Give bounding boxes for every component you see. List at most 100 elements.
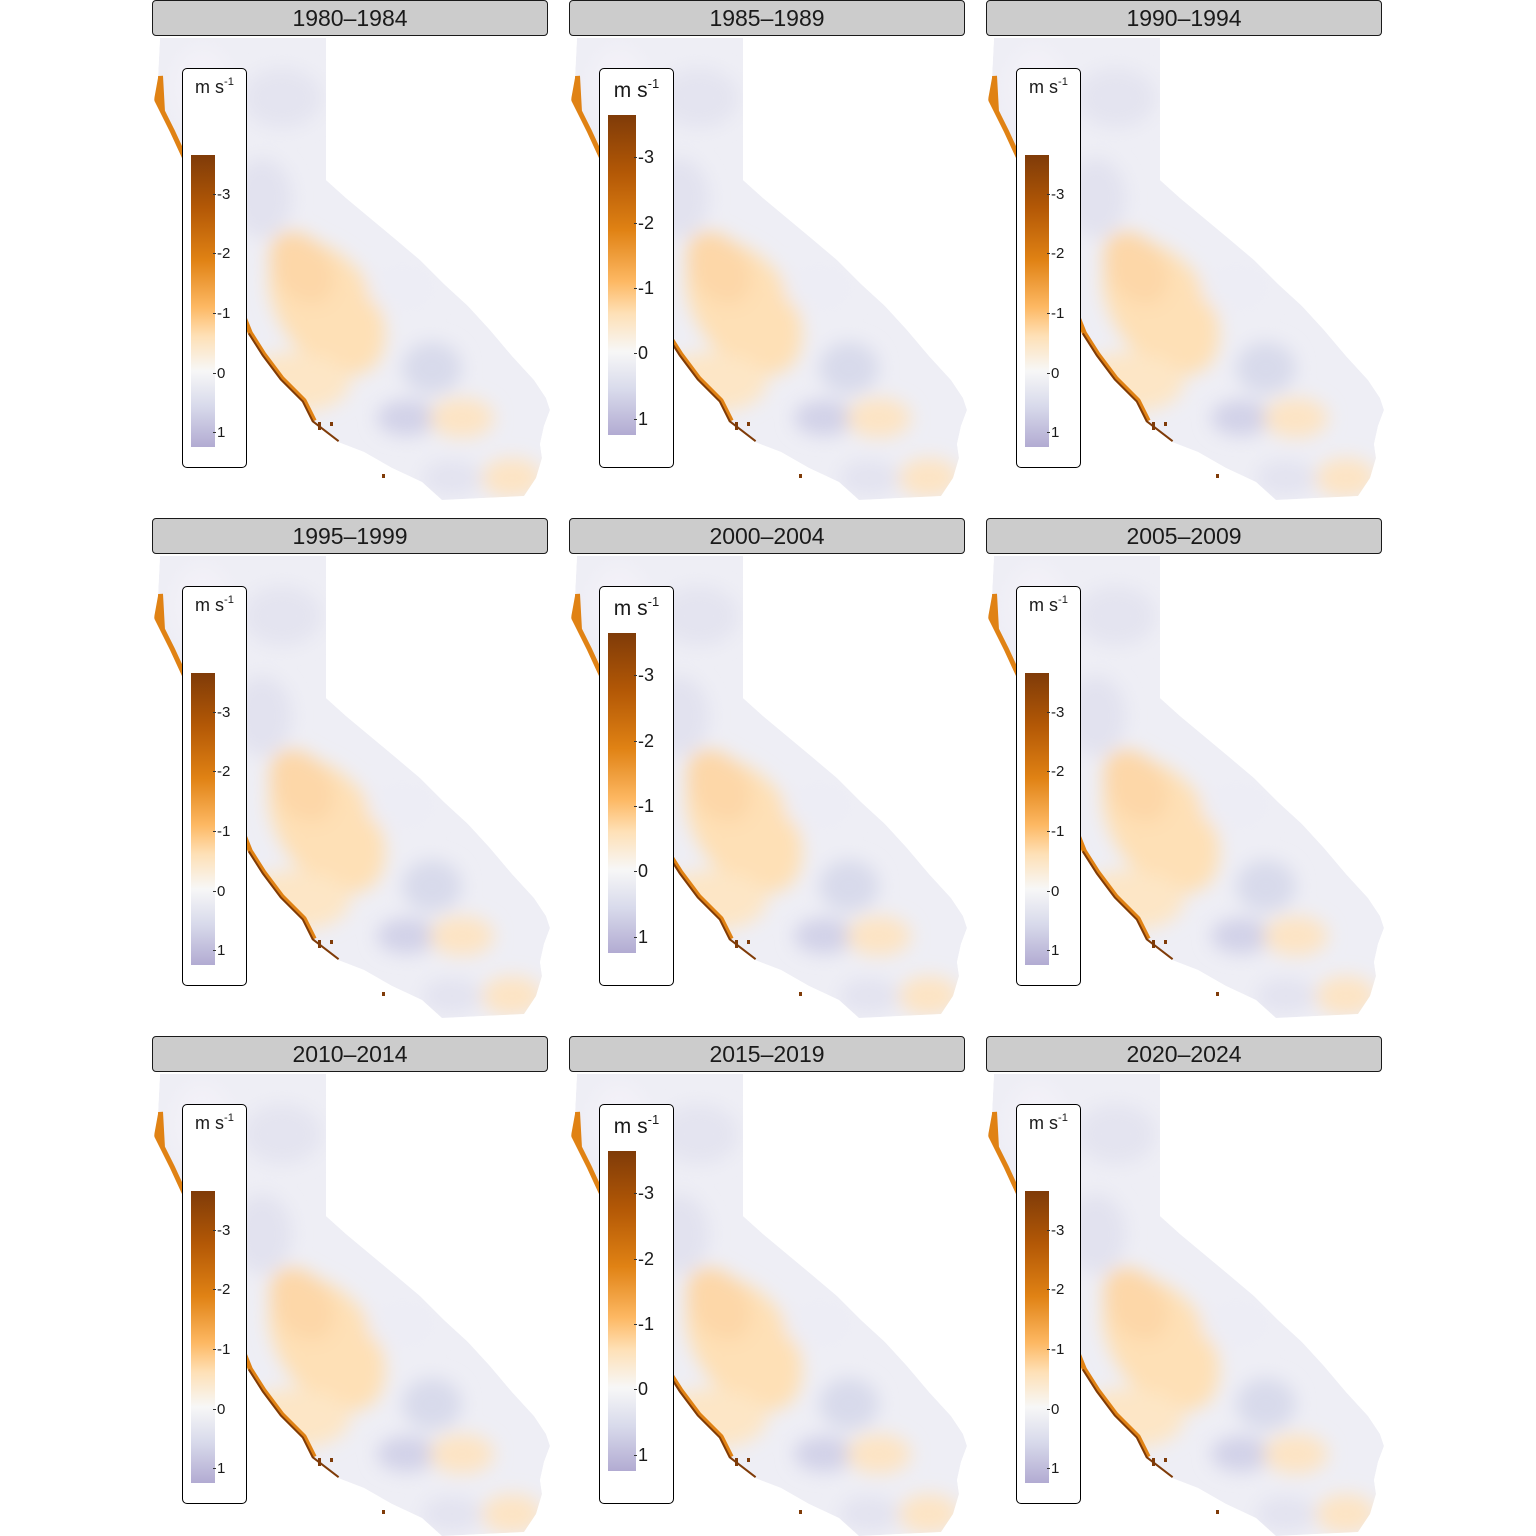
colorbar-tick xyxy=(634,740,637,742)
colorbar-legend: m s-1 -3 -2 -1 0 1 xyxy=(182,1104,247,1504)
panel-title: 1985–1989 xyxy=(569,0,965,36)
colorbar-tick xyxy=(213,1408,216,1410)
colorbar-tick-label: -3 xyxy=(1051,185,1065,203)
colorbar-tick-label: -2 xyxy=(217,763,231,781)
colorbar-tick-label: -2 xyxy=(217,245,231,263)
colorbar-tick-label: -1 xyxy=(1051,822,1065,840)
colorbar-tick-label: 1 xyxy=(638,408,649,429)
colorbar-tick-label: 1 xyxy=(638,1444,649,1465)
colorbar-tick-label: 0 xyxy=(217,364,226,382)
colorbar-tick-label: -3 xyxy=(638,665,655,686)
colorbar-tick-label: -3 xyxy=(1051,1221,1065,1239)
colorbar-tick-label: 1 xyxy=(638,926,649,947)
colorbar-tick-label: -3 xyxy=(638,147,655,168)
colorbar-tick-label: -1 xyxy=(217,1340,231,1358)
colorbar-tick xyxy=(634,871,637,873)
colorbar-tick-label: -3 xyxy=(638,1183,655,1204)
colorbar-tick xyxy=(213,830,216,832)
panel-title: 1990–1994 xyxy=(986,0,1382,36)
colorbar-legend: m s-1 -3 -2 -1 0 1 xyxy=(182,586,247,986)
colorbar-tick xyxy=(213,1229,216,1231)
colorbar-tick-label: -2 xyxy=(1051,245,1065,263)
panel-title: 1995–1999 xyxy=(152,518,548,554)
colorbar xyxy=(1025,1191,1049,1483)
colorbar-tick xyxy=(1047,432,1050,434)
colorbar xyxy=(191,1191,215,1483)
colorbar-tick-label: 0 xyxy=(217,1400,226,1418)
map-panel: 2000–2004 m s-1 -3 -2 -1 0 1 xyxy=(569,518,969,1018)
colorbar-tick-label: -3 xyxy=(217,703,231,721)
colorbar-tick-label: 0 xyxy=(638,1379,649,1400)
colorbar-tick-label: 0 xyxy=(638,861,649,882)
map-panel: 1990–1994 m s-1 -3 -2 -1 0 1 xyxy=(986,0,1386,500)
colorbar-legend: m s-1 -3 -2 -1 0 1 xyxy=(599,68,674,468)
colorbar-legend: m s-1 -3 -2 -1 0 1 xyxy=(599,586,674,986)
colorbar-legend: m s-1 -3 -2 -1 0 1 xyxy=(599,1104,674,1504)
colorbar-tick xyxy=(634,1324,637,1326)
panel-title: 2000–2004 xyxy=(569,518,965,554)
colorbar-tick xyxy=(1047,1468,1050,1470)
legend-unit-title: m s-1 xyxy=(613,1111,660,1138)
colorbar xyxy=(191,673,215,965)
legend-unit-title: m s-1 xyxy=(613,75,660,102)
colorbar-legend: m s-1 -3 -2 -1 0 1 xyxy=(1016,68,1081,468)
colorbar-tick xyxy=(634,675,637,677)
colorbar-tick xyxy=(213,372,216,374)
colorbar-tick-label: 0 xyxy=(1051,882,1060,900)
panel-title: 2010–2014 xyxy=(152,1036,548,1072)
colorbar-tick-label: -1 xyxy=(638,278,655,299)
colorbar-tick xyxy=(1047,312,1050,314)
colorbar-tick-label: -2 xyxy=(1051,1281,1065,1299)
colorbar xyxy=(608,115,636,435)
colorbar-legend: m s-1 -3 -2 -1 0 1 xyxy=(182,68,247,468)
panel-title: 1980–1984 xyxy=(152,0,548,36)
colorbar-tick xyxy=(213,1289,216,1291)
colorbar-tick xyxy=(634,806,637,808)
colorbar-tick-label: 1 xyxy=(217,942,226,960)
colorbar-tick-label: -2 xyxy=(638,212,655,233)
colorbar-tick-label: -3 xyxy=(1051,703,1065,721)
colorbar-tick-label: -1 xyxy=(638,796,655,817)
california-map xyxy=(986,556,1386,1018)
colorbar-tick-label: -1 xyxy=(638,1314,655,1335)
colorbar-tick xyxy=(213,890,216,892)
map-panel: 1995–1999 m s-1 -3 -2 -1 0 1 xyxy=(152,518,552,1018)
colorbar-tick-label: 1 xyxy=(217,424,226,442)
colorbar-tick-label: 1 xyxy=(1051,942,1060,960)
colorbar-legend: m s-1 -3 -2 -1 0 1 xyxy=(1016,1104,1081,1504)
colorbar xyxy=(1025,155,1049,447)
legend-unit-title: m s-1 xyxy=(195,75,234,97)
colorbar-tick-label: 1 xyxy=(1051,424,1060,442)
colorbar-tick xyxy=(1047,1408,1050,1410)
map-panel: 1980–1984 m s-1 -3 -2 -1 0 1 xyxy=(152,0,552,500)
colorbar-tick-label: -3 xyxy=(217,1221,231,1239)
colorbar-tick-label: -1 xyxy=(1051,304,1065,322)
legend-unit-title: m s-1 xyxy=(1029,1111,1068,1133)
colorbar-tick xyxy=(213,771,216,773)
colorbar-tick xyxy=(1047,830,1050,832)
colorbar-tick xyxy=(634,1258,637,1260)
colorbar-tick xyxy=(1047,193,1050,195)
map-panel: 2010–2014 m s-1 -3 -2 -1 0 1 xyxy=(152,1036,552,1536)
colorbar-tick xyxy=(634,1389,637,1391)
colorbar-tick xyxy=(634,157,637,159)
colorbar-tick xyxy=(213,432,216,434)
colorbar-tick-label: 0 xyxy=(217,882,226,900)
colorbar-tick xyxy=(634,288,637,290)
colorbar-tick xyxy=(213,1468,216,1470)
colorbar-tick-label: 0 xyxy=(1051,364,1060,382)
colorbar-tick-label: -2 xyxy=(1051,763,1065,781)
legend-unit-title: m s-1 xyxy=(1029,593,1068,615)
colorbar-tick-label: -2 xyxy=(638,1248,655,1269)
legend-unit-title: m s-1 xyxy=(195,593,234,615)
colorbar-tick-label: -2 xyxy=(638,730,655,751)
colorbar-tick xyxy=(1047,950,1050,952)
map-panel: 2015–2019 m s-1 -3 -2 -1 0 1 xyxy=(569,1036,969,1536)
map-panel: 2020–2024 m s-1 -3 -2 -1 0 1 xyxy=(986,1036,1386,1536)
panel-title: 2005–2009 xyxy=(986,518,1382,554)
colorbar-tick xyxy=(1047,711,1050,713)
colorbar-tick-label: 1 xyxy=(1051,1460,1060,1478)
colorbar-tick xyxy=(1047,890,1050,892)
colorbar xyxy=(1025,673,1049,965)
